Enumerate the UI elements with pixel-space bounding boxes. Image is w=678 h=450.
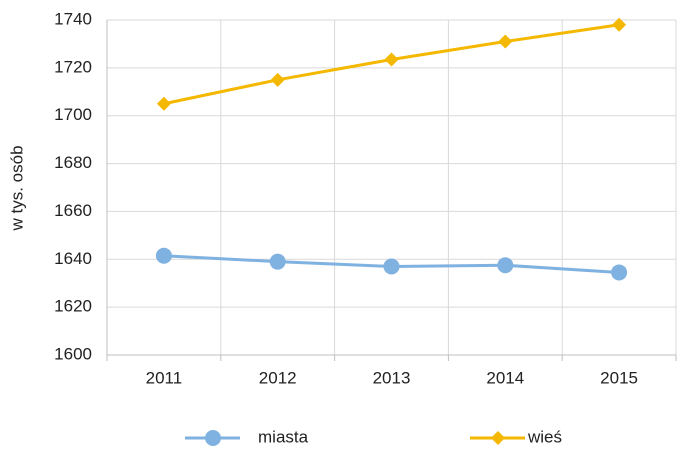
y-tick-label: 1600 bbox=[54, 344, 92, 363]
legend-marker bbox=[491, 431, 505, 445]
x-tick-label: 2012 bbox=[259, 368, 297, 387]
legend-marker bbox=[205, 430, 221, 446]
point bbox=[269, 253, 286, 270]
x-tick-label: 2014 bbox=[486, 368, 524, 387]
point bbox=[270, 72, 285, 87]
point bbox=[498, 34, 513, 49]
legend-label: wieś bbox=[527, 427, 562, 446]
point bbox=[497, 257, 514, 274]
y-tick-label: 1680 bbox=[54, 153, 92, 172]
y-tick-label: 1640 bbox=[54, 249, 92, 268]
point bbox=[156, 96, 171, 111]
x-tick-label: 2013 bbox=[373, 368, 411, 387]
point bbox=[383, 258, 400, 275]
y-tick-label: 1720 bbox=[54, 57, 92, 76]
x-tick-label: 2011 bbox=[146, 368, 183, 387]
point bbox=[384, 52, 399, 67]
point bbox=[612, 17, 627, 32]
point bbox=[611, 264, 628, 281]
x-tick-label: 2015 bbox=[600, 368, 638, 387]
point bbox=[155, 247, 172, 264]
y-axis-label: w tys. osób bbox=[7, 145, 26, 231]
y-tick-label: 1740 bbox=[54, 9, 92, 28]
y-tick-label: 1620 bbox=[54, 297, 92, 316]
y-tick-label: 1660 bbox=[54, 201, 92, 220]
legend-label: miasta bbox=[258, 427, 309, 446]
y-tick-label: 1700 bbox=[54, 105, 92, 124]
